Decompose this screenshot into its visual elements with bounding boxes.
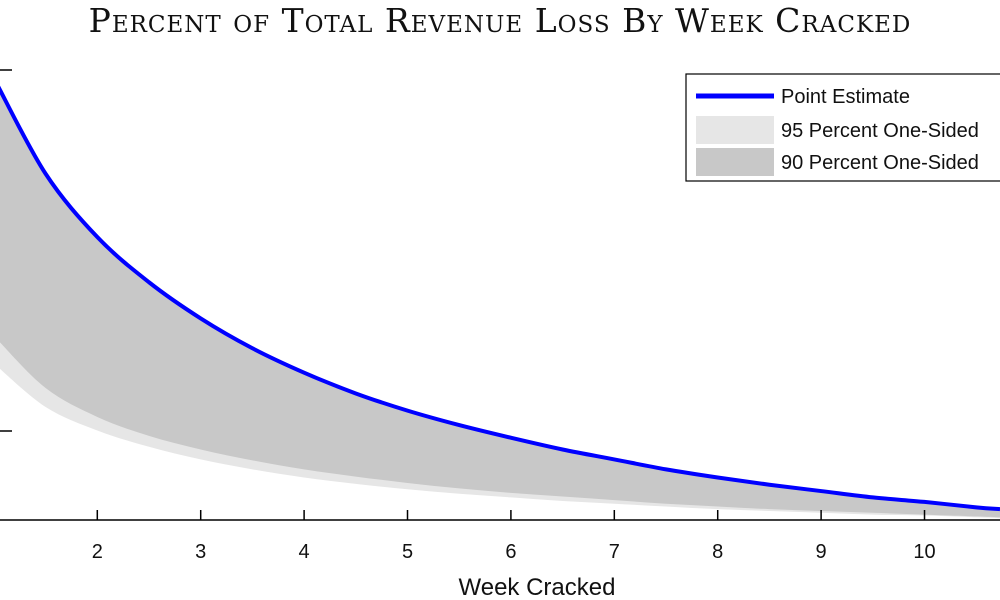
plot-area: 2 3 4 5 6 7 8 9 10 (0, 69, 1000, 563)
x-tick-label: 10 (913, 541, 935, 563)
legend-90-percent-swatch (696, 148, 774, 176)
legend-95-percent-label: 95 Percent One-Sided (781, 120, 979, 142)
x-axis-label: Week Cracked (459, 574, 616, 600)
x-tick-label: 3 (195, 541, 206, 563)
band-90-percent (0, 89, 1000, 518)
x-tick-label: 5 (402, 541, 413, 563)
x-tick-label: 8 (712, 541, 723, 563)
x-tick-label: 2 (92, 541, 103, 563)
legend-90-percent-label: 90 Percent One-Sided (781, 152, 979, 174)
legend: Point Estimate 95 Percent One-Sided 90 Per… (685, 73, 1000, 182)
point-estimate-line (0, 85, 1000, 512)
legend-point-estimate-label: Point Estimate (781, 86, 910, 108)
x-tick-label: 6 (505, 541, 516, 563)
legend-95-percent-swatch (696, 116, 774, 144)
x-tick-label: 7 (609, 541, 620, 563)
x-tick-label: 9 (816, 541, 827, 563)
chart-title: Percent of Total Revenue Loss By Week Cr… (89, 1, 912, 40)
x-tick-label: 4 (299, 541, 310, 563)
